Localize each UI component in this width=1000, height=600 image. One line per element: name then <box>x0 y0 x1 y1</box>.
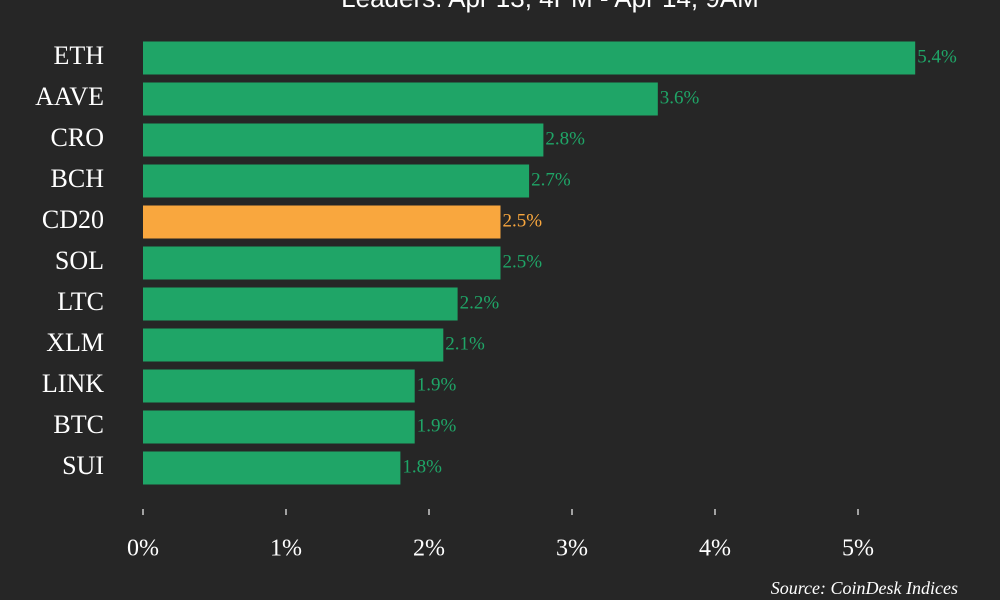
x-tick-label: 2% <box>413 536 445 562</box>
bar <box>143 369 415 403</box>
value-label: 2.5% <box>503 210 543 231</box>
bar <box>143 246 501 280</box>
y-tick-label: XLM <box>46 328 104 357</box>
source-note: Source: CoinDesk Indices <box>771 578 958 598</box>
y-tick-label: LINK <box>42 369 104 398</box>
y-tick-label: ETH <box>53 41 104 70</box>
x-tick-label: 0% <box>127 536 159 562</box>
value-label: 3.6% <box>660 87 700 108</box>
y-tick-label: CD20 <box>42 205 104 234</box>
y-tick-label: AAVE <box>35 82 104 111</box>
value-label: 2.1% <box>445 333 485 354</box>
x-tick-label: 3% <box>556 536 588 562</box>
x-tick-label: 1% <box>270 536 302 562</box>
bar <box>143 164 530 198</box>
y-tick-label: SOL <box>55 246 104 275</box>
bar <box>143 328 444 362</box>
bar <box>143 205 501 239</box>
value-label: 1.8% <box>402 456 442 477</box>
value-label: 2.8% <box>545 128 585 149</box>
y-tick-label: CRO <box>51 123 104 152</box>
y-tick-label: SUI <box>62 451 104 480</box>
value-label: 2.2% <box>460 292 500 313</box>
y-tick-label: BTC <box>53 410 104 439</box>
value-label: 1.9% <box>417 415 457 436</box>
y-tick-label: BCH <box>51 164 105 193</box>
x-tick-label: 4% <box>699 536 731 562</box>
value-label: 2.5% <box>503 251 543 272</box>
y-tick-label: LTC <box>57 287 104 316</box>
bar <box>143 123 544 157</box>
bar <box>143 451 401 485</box>
value-label: 1.9% <box>417 374 457 395</box>
bar <box>143 287 458 321</box>
bar <box>143 41 916 75</box>
value-label: 2.7% <box>531 169 571 190</box>
x-tick-label: 5% <box>842 536 874 562</box>
chart-title: Leaders: Apr 13, 4PM - Apr 14, 9AM <box>341 0 759 13</box>
bar <box>143 410 415 444</box>
bar <box>143 82 658 116</box>
value-label: 5.4% <box>917 46 957 67</box>
